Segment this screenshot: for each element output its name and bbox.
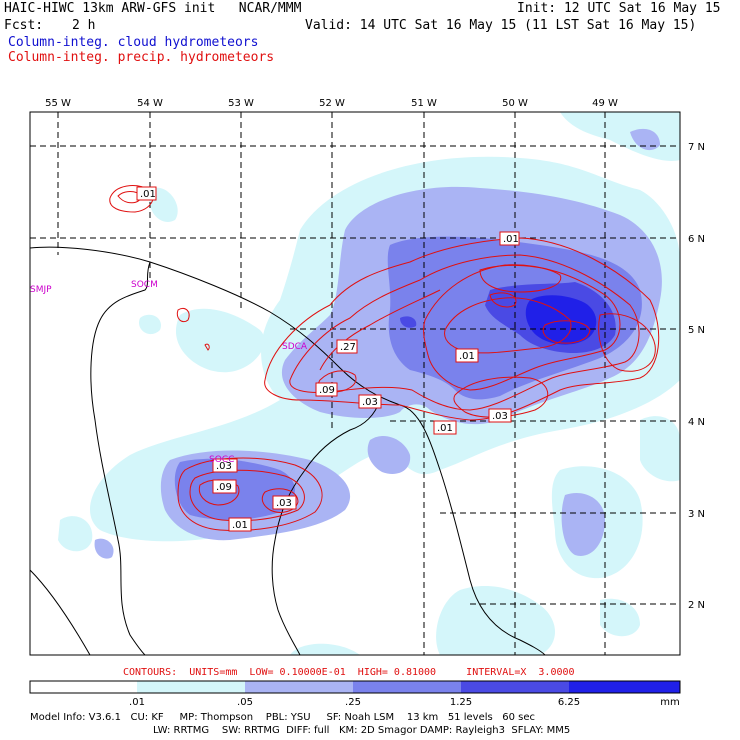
station-label: SOCC — [209, 455, 234, 465]
contour-label: .03 — [216, 461, 232, 472]
colorbar-tick: 6.25 — [558, 697, 580, 708]
valid-time: Valid: 14 UTC Sat 16 May 15 (11 LST Sat … — [305, 18, 697, 33]
contour-label: .03 — [362, 397, 378, 408]
contour-label: .01 — [437, 423, 453, 434]
lon-label: 51 W — [411, 98, 437, 109]
lon-label: 50 W — [502, 98, 528, 109]
colorbar: .01 .05 .25 1.25 6.25 mm — [29, 680, 681, 708]
station-label: SOCM — [131, 280, 158, 290]
lat-label: 4 N — [688, 417, 705, 428]
forecast-hours: 2 h — [72, 18, 96, 33]
lon-label: 53 W — [228, 98, 254, 109]
field-precip-label: Column-integ. precip. hydrometeors — [8, 50, 275, 65]
lon-label: 52 W — [319, 98, 345, 109]
contour-label: .01 — [503, 234, 519, 245]
contour-label: .01 — [459, 351, 475, 362]
colorbar-tick: 1.25 — [450, 697, 472, 708]
lon-label: 55 W — [45, 98, 71, 109]
lat-label: 7 N — [688, 142, 705, 153]
colorbar-unit: mm — [660, 697, 679, 708]
contour-label: .09 — [319, 385, 335, 396]
colorbar-tick: .25 — [345, 697, 361, 708]
lat-label: 6 N — [688, 234, 705, 245]
colorbar-tick: .01 — [129, 697, 145, 708]
lon-label: 49 W — [592, 98, 618, 109]
field-cloud-label: Column-integ. cloud hydrometeors — [8, 35, 259, 50]
station-labels: SMJP SOCM SDCA SOCC — [30, 280, 308, 465]
forecast-label: Fcst: — [4, 18, 44, 33]
plot-frame — [29, 111, 681, 656]
contour-label: .27 — [340, 342, 356, 353]
init-time: Init: 12 UTC Sat 16 May 15 — [517, 1, 721, 16]
longitude-labels: 55 W 54 W 53 W 52 W 51 W 50 W 49 W — [45, 98, 618, 109]
lat-lon-grid — [30, 112, 680, 655]
colorbar-tick: .05 — [237, 697, 253, 708]
contours-info: CONTOURS: UNITS=mm LOW= 0.10000E-01 HIGH… — [123, 667, 575, 678]
lon-label: 54 W — [137, 98, 163, 109]
lat-label: 3 N — [688, 509, 705, 520]
station-label: SMJP — [30, 285, 52, 295]
model-info-line2: LW: RRTMG SW: RRTMG DIFF: full KM: 2D Sm… — [153, 725, 571, 736]
model-info-line1: Model Info: V3.6.1 CU: KF MP: Thompson P… — [30, 712, 536, 723]
contour-label: .03 — [276, 498, 292, 509]
contour-labels: .01 .01 .27 .09 .03 .01 .01 .03 .03 .09 … — [136, 186, 520, 532]
contour-label: .09 — [216, 482, 232, 493]
precip-contours — [109, 185, 660, 531]
contour-label: .01 — [140, 189, 156, 200]
lat-label: 2 N — [688, 600, 705, 611]
lat-label: 5 N — [688, 325, 705, 336]
model-title: HAIC-HIWC 13km ARW-GFS init NCAR/MMM — [4, 1, 302, 16]
station-label: SDCA — [282, 342, 308, 352]
latitude-labels: 7 N 6 N 5 N 4 N 3 N 2 N — [688, 142, 705, 611]
contour-label: .03 — [492, 411, 508, 422]
contour-label: .01 — [232, 520, 248, 531]
